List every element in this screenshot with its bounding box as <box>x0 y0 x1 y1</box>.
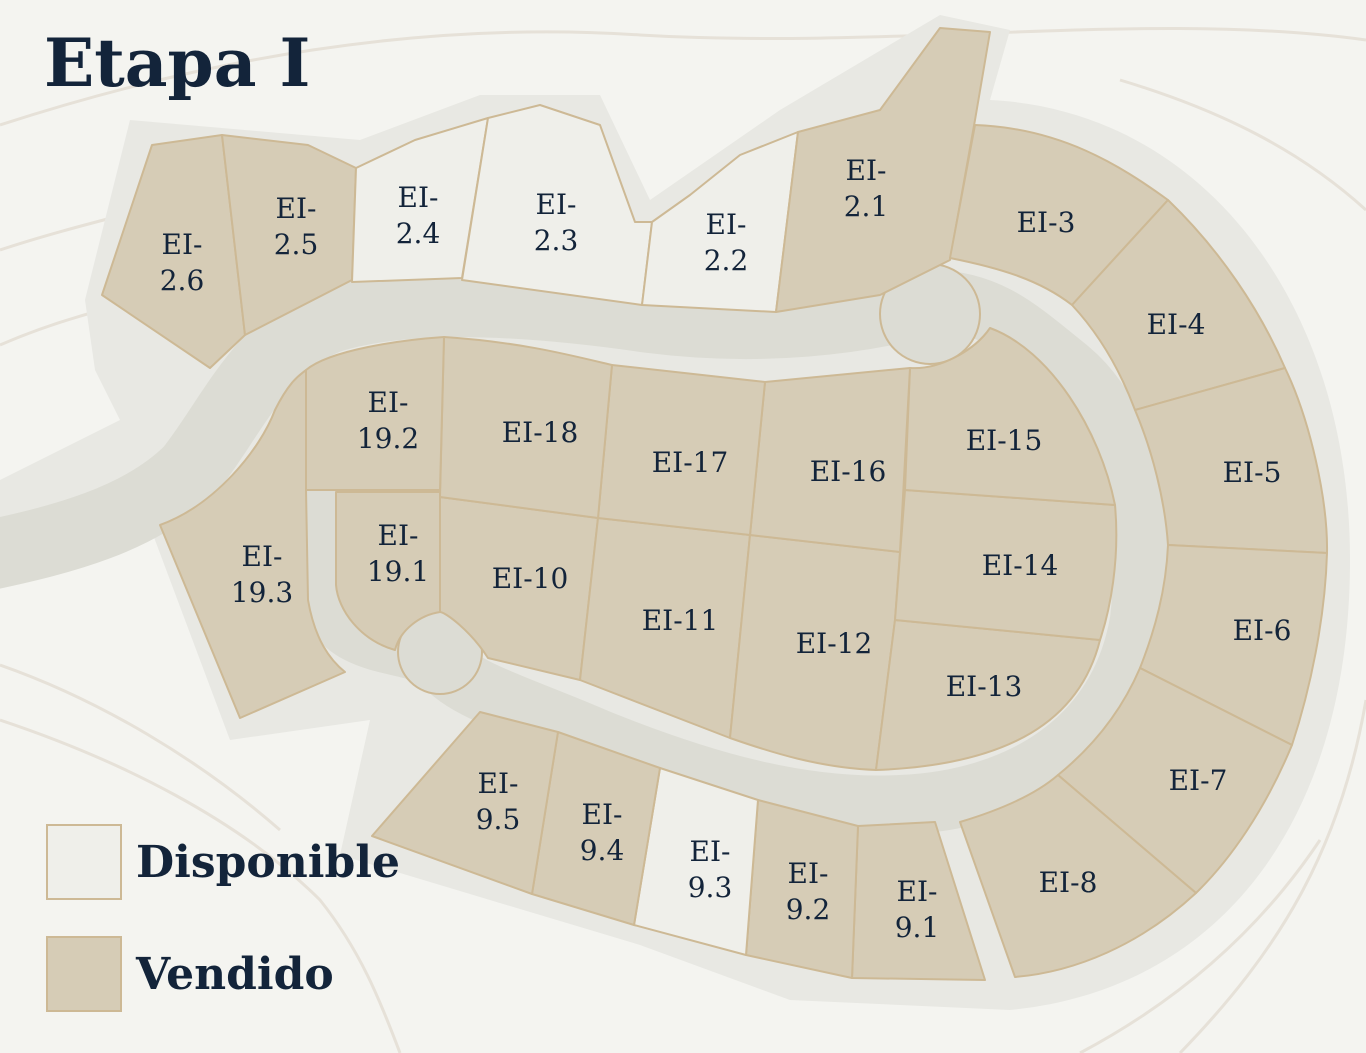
lot-label-ei-15: EI-15 <box>966 424 1043 457</box>
lot-label-ei-2-5: 2.5 <box>274 228 319 261</box>
lot-label-ei-2-2: EI- <box>706 208 747 241</box>
lot-ei-2-1[interactable]: EI-2.1 <box>775 27 991 313</box>
lot-label-ei-8: EI-8 <box>1039 866 1098 899</box>
lot-shape-ei-14[interactable] <box>894 489 1118 641</box>
lot-label-ei-5: EI-5 <box>1223 456 1282 489</box>
lot-label-ei-3: EI-3 <box>1017 206 1076 239</box>
lot-ei-19-1[interactable]: EI-19.1 <box>335 491 441 651</box>
lot-label-ei-2-2: 2.2 <box>704 244 749 277</box>
lot-shape-ei-19-1[interactable] <box>335 491 441 651</box>
lot-label-ei-19-1: 19.1 <box>367 555 429 588</box>
lot-ei-16[interactable]: EI-16 <box>749 367 911 553</box>
legend-swatch-sold <box>46 936 122 1012</box>
lot-shape-ei-13[interactable] <box>875 619 1101 771</box>
lot-ei-19-2[interactable]: EI-19.2 <box>305 336 445 491</box>
lot-label-ei-9-5: EI- <box>478 767 519 800</box>
lot-ei-5[interactable]: EI-5 <box>1134 367 1329 554</box>
lot-ei-9-3[interactable]: EI-9.3 <box>633 767 759 956</box>
lot-label-ei-2-1: EI- <box>846 154 887 187</box>
lot-shape-ei-18[interactable] <box>439 336 613 519</box>
lot-shape-ei-19-3[interactable] <box>159 369 346 719</box>
lot-label-ei-9-3: EI- <box>690 835 731 868</box>
lot-label-ei-19-3: EI- <box>242 540 283 573</box>
lot-label-ei-16: EI-16 <box>810 455 887 488</box>
legend-swatch-available <box>46 824 122 900</box>
lot-label-ei-2-6: 2.6 <box>160 264 205 297</box>
lot-shape-ei-15[interactable] <box>904 327 1116 506</box>
lot-label-ei-9-5: 9.5 <box>476 803 521 836</box>
lot-ei-8[interactable]: EI-8 <box>959 774 1197 978</box>
lot-label-ei-17: EI-17 <box>652 446 729 479</box>
lot-label-ei-11: EI-11 <box>642 604 719 637</box>
lot-label-ei-9-1: EI- <box>897 875 938 908</box>
lot-label-ei-9-4: 9.4 <box>580 834 625 867</box>
lot-shape-ei-2-1[interactable] <box>775 27 991 313</box>
lot-label-ei-2-6: EI- <box>162 228 203 261</box>
lot-label-ei-19-3: 19.3 <box>231 576 293 609</box>
lot-label-ei-2-3: EI- <box>536 188 577 221</box>
lot-label-ei-12: EI-12 <box>796 627 873 660</box>
lot-ei-13[interactable]: EI-13 <box>875 619 1101 771</box>
lot-ei-18[interactable]: EI-18 <box>439 336 613 519</box>
lot-label-ei-9-3: 9.3 <box>688 871 733 904</box>
main-road <box>0 265 965 589</box>
lot-shape-ei-9-5[interactable] <box>371 711 559 895</box>
legend-label-sold: Vendido <box>136 948 334 1000</box>
lot-label-ei-2-5: EI- <box>276 192 317 225</box>
lot-label-ei-9-4: EI- <box>582 798 623 831</box>
lot-ei-2-6[interactable]: EI-2.6 <box>101 134 246 369</box>
lot-label-ei-9-2: 9.2 <box>786 893 831 926</box>
lot-label-ei-13: EI-13 <box>946 670 1023 703</box>
lot-label-ei-2-1: 2.1 <box>844 190 889 223</box>
lot-ei-19-3[interactable]: EI-19.3 <box>159 369 346 719</box>
lot-ei-9-2[interactable]: EI-9.2 <box>745 799 859 979</box>
lot-shape-ei-2-3[interactable] <box>461 104 653 306</box>
lot-ei-2-5[interactable]: EI-2.5 <box>221 134 357 336</box>
lot-label-ei-2-4: EI- <box>398 181 439 214</box>
lot-ei-15[interactable]: EI-15 <box>904 327 1116 506</box>
lot-shape-ei-8[interactable] <box>959 774 1197 978</box>
legend-item-sold: Vendido <box>46 936 334 1012</box>
lot-label-ei-2-3: 2.3 <box>534 224 579 257</box>
lot-label-ei-19-2: EI- <box>368 386 409 419</box>
lot-ei-2-4[interactable]: EI-2.4 <box>351 117 489 283</box>
legend-item-available: Disponible <box>46 824 400 900</box>
terrain-contours <box>0 27 1366 1053</box>
lot-ei-17[interactable]: EI-17 <box>597 364 766 536</box>
lot-ei-4[interactable]: EI-4 <box>1071 199 1286 411</box>
lot-label-ei-9-1: 9.1 <box>895 911 940 944</box>
map-title: Etapa I <box>44 24 311 102</box>
lot-label-ei-19-1: EI- <box>378 519 419 552</box>
lot-label-ei-4: EI-4 <box>1147 308 1206 341</box>
lot-label-ei-18: EI-18 <box>502 416 579 449</box>
lot-ei-6[interactable]: EI-6 <box>1139 544 1328 746</box>
lot-label-ei-10: EI-10 <box>492 562 569 595</box>
lot-ei-2-3[interactable]: EI-2.3 <box>461 104 653 306</box>
lot-label-ei-9-2: EI- <box>788 857 829 890</box>
lot-label-ei-7: EI-7 <box>1169 764 1228 797</box>
lot-label-ei-2-4: 2.4 <box>396 217 441 250</box>
legend-label-available: Disponible <box>136 836 400 888</box>
lot-ei-10[interactable]: EI-10 <box>439 496 599 681</box>
lot-shape-ei-19-2[interactable] <box>305 336 445 491</box>
lot-shape-ei-10[interactable] <box>439 496 599 681</box>
lot-ei-14[interactable]: EI-14 <box>894 489 1118 641</box>
lot-label-ei-14: EI-14 <box>982 549 1059 582</box>
lot-ei-9-5[interactable]: EI-9.5 <box>371 711 559 895</box>
lot-label-ei-6: EI-6 <box>1233 614 1292 647</box>
lot-ei-12[interactable]: EI-12 <box>729 534 901 771</box>
lots-layer: EI-2.6EI-2.5EI-2.4EI-2.3 EI-2.2EI-2.1 EI-3… <box>101 27 1329 981</box>
lot-ei-2-2[interactable]: EI-2.2 <box>641 131 799 313</box>
lot-label-ei-19-2: 19.2 <box>357 422 419 455</box>
lot-ei-3[interactable]: EI-3 <box>949 124 1169 306</box>
